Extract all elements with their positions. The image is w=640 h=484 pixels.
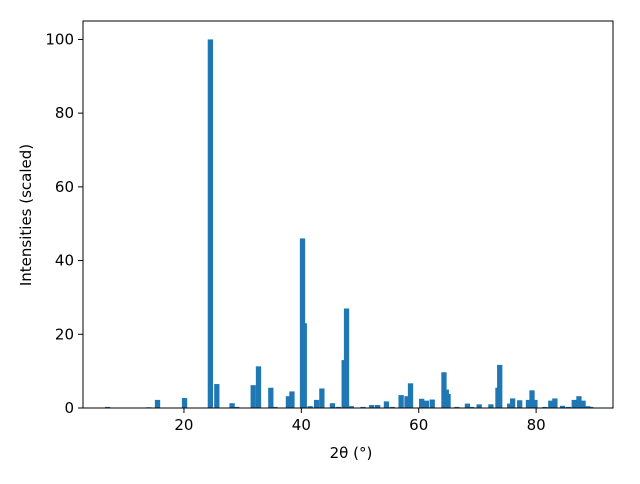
bar: [507, 403, 513, 408]
bar: [509, 398, 516, 408]
x-tick-label: 20: [174, 416, 193, 434]
bar: [369, 405, 375, 408]
bar: [488, 404, 494, 408]
bar: [348, 406, 354, 408]
x-tick-label: 60: [409, 416, 428, 434]
bar: [289, 391, 295, 408]
y-tick-label: 40: [55, 252, 74, 270]
bar: [389, 406, 395, 408]
bar: [517, 400, 523, 408]
bar: [576, 396, 582, 408]
bar: [319, 388, 325, 408]
bar: [497, 364, 503, 408]
y-tick-label: 100: [45, 30, 74, 48]
bar: [105, 406, 111, 408]
bar: [343, 308, 350, 408]
bar: [383, 401, 390, 408]
bar: [585, 406, 591, 408]
bar: [214, 384, 220, 408]
bar: [335, 406, 341, 408]
bar: [552, 398, 558, 408]
bar: [404, 396, 410, 408]
y-tick-label: 0: [64, 399, 74, 417]
bar: [234, 406, 240, 408]
x-axis-label: 2θ (°): [330, 444, 373, 462]
bar: [468, 406, 475, 408]
bar: [454, 406, 460, 408]
y-tick-label: 80: [55, 104, 74, 122]
bar: [423, 400, 429, 408]
bar: [313, 399, 320, 408]
bar: [559, 405, 566, 408]
bar: [285, 396, 292, 408]
bar: [255, 366, 262, 408]
x-tick-label: 40: [292, 416, 311, 434]
bar: [565, 406, 572, 408]
bar: [588, 406, 594, 408]
bar: [360, 406, 366, 408]
bar: [250, 385, 256, 408]
bar: [374, 405, 381, 408]
y-axis-label: Intensities (scaled): [17, 144, 35, 286]
bar: [580, 400, 586, 408]
bar: [207, 39, 214, 409]
plot-frame: [82, 20, 614, 409]
bar: [154, 399, 161, 408]
bar: [571, 399, 577, 408]
y-tick-label: 60: [55, 178, 74, 196]
y-tick-label: 20: [55, 325, 74, 343]
bar: [542, 406, 548, 408]
bar: [548, 400, 554, 408]
bar: [445, 393, 451, 408]
bar: [307, 406, 313, 408]
bar: [329, 403, 336, 408]
bar: [525, 399, 532, 408]
bar: [529, 390, 535, 408]
bar: [532, 399, 538, 408]
bar: [229, 403, 235, 408]
bar: [476, 404, 482, 408]
bar: [429, 399, 435, 408]
bar: [301, 323, 307, 408]
bar: [272, 406, 278, 408]
bar: [419, 398, 425, 408]
bar: [464, 403, 471, 408]
bar: [398, 395, 404, 408]
x-tick-label: 80: [527, 416, 546, 434]
bar: [268, 387, 274, 408]
bar: [407, 383, 414, 408]
bar: [181, 398, 188, 408]
